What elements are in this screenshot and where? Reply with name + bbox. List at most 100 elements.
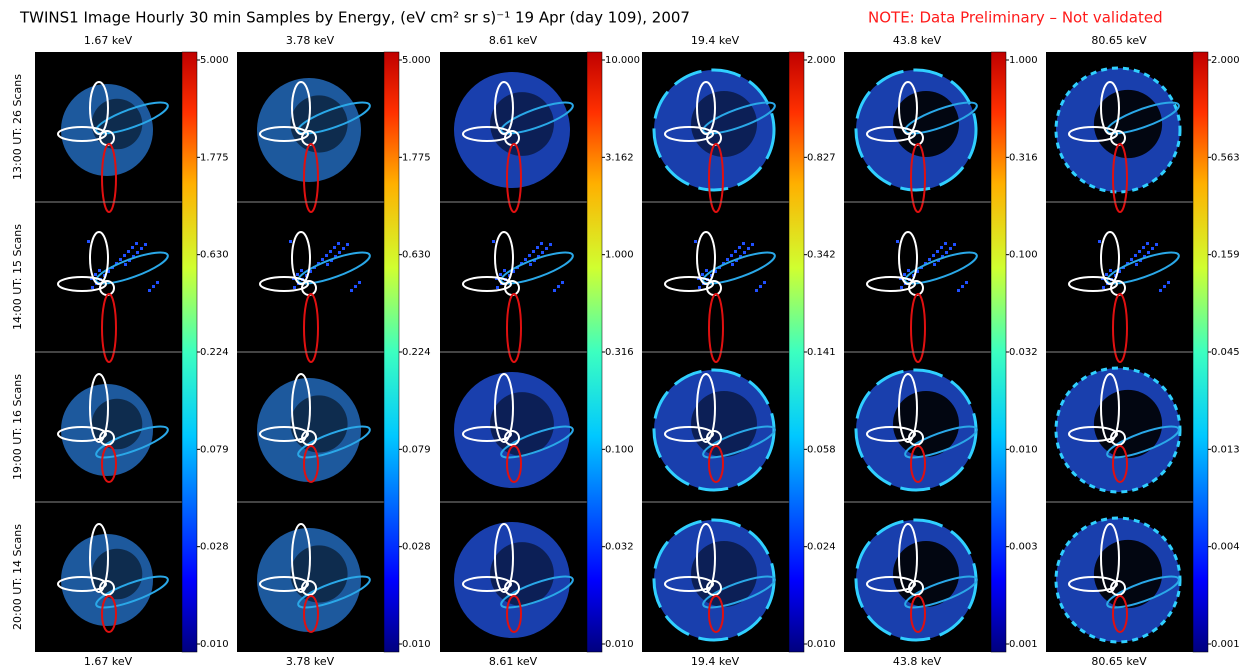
field-line xyxy=(500,575,574,609)
flux-pixel xyxy=(896,240,899,243)
flux-pixel xyxy=(924,262,927,265)
flux-core xyxy=(893,541,959,607)
flux-pixel xyxy=(1135,263,1138,266)
colorbar-label: 0.159 xyxy=(1211,250,1240,261)
field-line xyxy=(1106,575,1180,609)
field-line xyxy=(297,425,371,459)
colorbar-label: 1.000 xyxy=(1009,55,1038,66)
flux-pixel xyxy=(1130,258,1133,261)
field-line xyxy=(494,81,514,135)
colorbar-label: 0.028 xyxy=(402,542,431,553)
field-line xyxy=(506,143,522,213)
field-line xyxy=(1068,576,1118,592)
colorbar-label: 1.775 xyxy=(200,152,229,163)
flux-pixel xyxy=(342,247,345,250)
field-line xyxy=(664,576,714,592)
earth xyxy=(504,580,520,596)
energy-label: 8.61 keV xyxy=(489,655,538,668)
flux-pixel xyxy=(755,289,758,292)
field-line xyxy=(303,143,319,213)
row-label: 20:00 UT: 14 Scans xyxy=(11,524,24,630)
flux-pixel xyxy=(127,250,130,253)
field-line xyxy=(696,373,716,443)
field-line xyxy=(101,445,117,483)
flux-pixel xyxy=(354,285,357,288)
flux-pixel xyxy=(705,269,708,272)
colorbar-label: 0.316 xyxy=(605,347,634,358)
colorbar-label: 2.000 xyxy=(1211,55,1240,66)
field-line xyxy=(904,251,978,285)
flux-pixel xyxy=(520,262,523,265)
field-line xyxy=(303,595,319,633)
flux-pixel xyxy=(140,247,143,250)
flux-core xyxy=(290,395,348,453)
flux-pixel xyxy=(330,259,333,262)
earth xyxy=(706,430,722,446)
flux-pixel xyxy=(903,273,906,276)
field-line xyxy=(898,523,918,593)
field-line xyxy=(95,251,169,285)
field-line xyxy=(1100,523,1120,593)
field-line xyxy=(101,595,117,633)
flux-pixel xyxy=(1118,270,1121,273)
field-line xyxy=(291,231,311,285)
colorbar-label: 0.010 xyxy=(1009,444,1038,455)
field-line xyxy=(664,126,714,142)
colorbar-label: 0.010 xyxy=(605,639,634,650)
flux-pixel xyxy=(532,250,535,253)
earth xyxy=(908,580,924,596)
flux-pixel xyxy=(945,251,948,254)
field-line xyxy=(291,373,311,443)
colorbar-label: 0.045 xyxy=(1211,347,1240,358)
colorbar-label: 0.316 xyxy=(1009,152,1038,163)
colorbar-label: 1.775 xyxy=(402,152,431,163)
field-line xyxy=(462,126,512,142)
field-line xyxy=(664,426,714,442)
flux-pixel xyxy=(1134,254,1137,257)
flux-pixel xyxy=(91,286,94,289)
field-line xyxy=(1106,101,1180,135)
colorbar-label: 2.000 xyxy=(807,55,836,66)
earth xyxy=(99,430,115,446)
flux-pixel xyxy=(743,251,746,254)
flux-pixel xyxy=(710,274,713,277)
field-line xyxy=(259,426,309,442)
colorbar-label: 3.162 xyxy=(605,152,634,163)
field-line xyxy=(1100,231,1120,285)
flux-pixel xyxy=(747,247,750,250)
flux-pixel xyxy=(1163,285,1166,288)
field-line xyxy=(494,373,514,443)
energy-label: 43.8 keV xyxy=(893,655,942,668)
flux-rim xyxy=(652,68,776,192)
flux-pixel xyxy=(496,286,499,289)
flux-pixel xyxy=(98,269,101,272)
field-line xyxy=(898,373,918,443)
field-line xyxy=(506,445,522,483)
flux-pixel xyxy=(933,263,936,266)
flux-pixel xyxy=(499,273,502,276)
flux-pixel xyxy=(961,285,964,288)
flux-pixel xyxy=(928,258,931,261)
flux-pixel xyxy=(131,246,134,249)
earth xyxy=(706,580,722,596)
flux-pixel xyxy=(907,269,910,272)
field-line xyxy=(696,523,716,593)
flux-pixel xyxy=(358,281,361,284)
flux-pixel xyxy=(730,254,733,257)
energy-label: 43.8 keV xyxy=(893,34,942,47)
flux-core xyxy=(691,541,757,607)
flux-pixel xyxy=(1155,243,1158,246)
field-line xyxy=(57,276,107,292)
flux-pixel xyxy=(549,243,552,246)
field-line xyxy=(702,101,776,135)
flux-pixel xyxy=(333,246,336,249)
flux-pixel xyxy=(329,250,332,253)
colorbar-label: 0.630 xyxy=(200,250,229,261)
field-line xyxy=(297,251,371,285)
flux-pixel xyxy=(94,273,97,276)
flux-pixel xyxy=(334,255,337,258)
flux-pixel xyxy=(135,242,138,245)
date-stamp: 12 Sep 07 xyxy=(1195,655,1226,662)
flux-core xyxy=(290,95,348,153)
